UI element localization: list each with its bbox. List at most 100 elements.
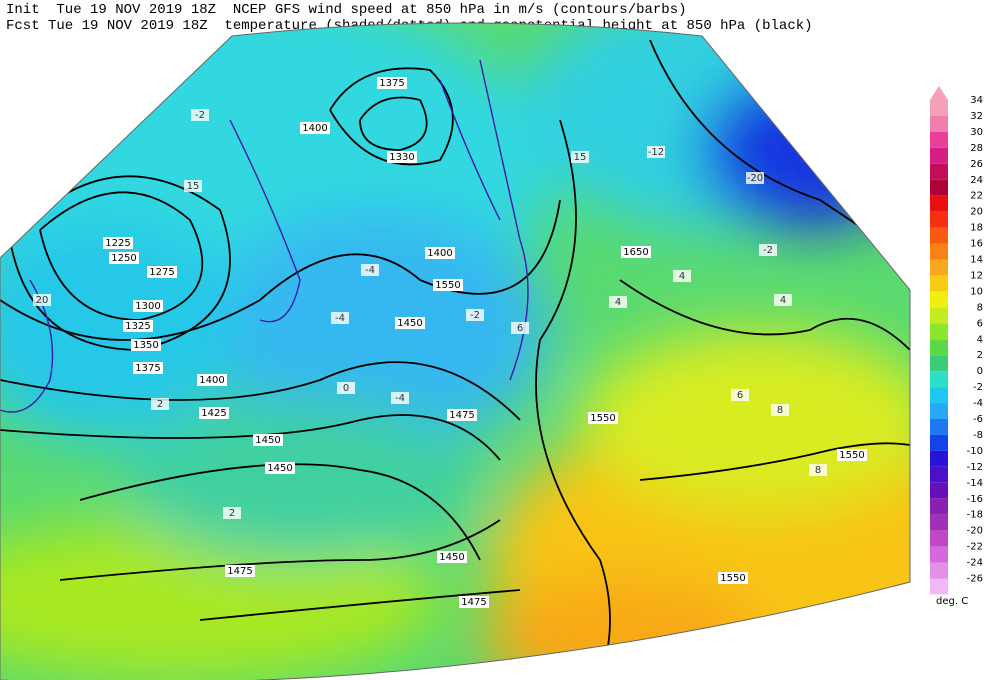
height-label: 1425 (201, 408, 226, 419)
colorbar-swatch (930, 339, 948, 356)
temp-label: 2 (229, 508, 235, 519)
height-label: 1400 (302, 123, 327, 134)
label-box (103, 237, 133, 249)
header-line: Init Tue 19 NOV 2019 18Z NCEP GFS wind s… (6, 2, 687, 18)
height-label: 1450 (267, 463, 292, 474)
label-box (433, 279, 463, 291)
label-box (746, 172, 764, 184)
colorbar-swatch (930, 450, 948, 467)
label-box (123, 320, 153, 332)
temp-label: -20 (747, 173, 763, 184)
label-box (331, 312, 349, 324)
label-box (731, 389, 749, 401)
height-label: 1325 (125, 321, 150, 332)
label-box (774, 294, 792, 306)
label-box (147, 266, 177, 278)
colorbar-swatch (930, 419, 948, 435)
label-box (621, 246, 651, 258)
colorbar-swatch (930, 466, 948, 483)
colorbar-label: 24 (970, 175, 983, 186)
label-box (511, 322, 529, 334)
label-box (199, 407, 229, 419)
temp-label: 15 (574, 152, 587, 163)
temp-label: -4 (365, 265, 375, 276)
temp-label: 8 (777, 405, 783, 416)
colorbar-label: -2 (973, 382, 983, 393)
colorbar-swatch (930, 371, 948, 388)
colorbar-label: 14 (970, 255, 983, 266)
label-box (223, 507, 241, 519)
colorbar-label: -6 (973, 414, 983, 425)
colorbar-swatch (930, 195, 948, 212)
height-label: 1475 (227, 566, 252, 577)
height-label: 1450 (255, 435, 280, 446)
colorbar-swatch (930, 498, 948, 515)
height-label: 1375 (135, 363, 160, 374)
label-box (647, 146, 665, 158)
temp-label: -4 (335, 313, 345, 324)
temp-label: 0 (343, 383, 349, 394)
height-label: 1225 (105, 238, 130, 249)
label-box (425, 247, 455, 259)
colorbar-label: 32 (970, 111, 983, 122)
temp-label: -4 (395, 393, 405, 404)
colorbar-label: 0 (977, 366, 983, 377)
height-label: 1550 (720, 573, 745, 584)
colorbar-swatch (930, 434, 948, 451)
temp-label: -12 (648, 147, 664, 158)
map-frame (0, 22, 911, 680)
height-label: 1650 (623, 247, 648, 258)
colorbar-swatch (930, 243, 948, 260)
height-label: 1475 (449, 410, 474, 421)
colorbar-unit: deg. C (936, 596, 968, 607)
colorbar-label: -18 (967, 510, 983, 521)
colorbar-label: 22 (970, 191, 983, 202)
colorbar-swatch (930, 275, 948, 292)
colorbar-label: -10 (967, 446, 983, 457)
label-box (109, 252, 139, 264)
temp-label: -2 (470, 310, 480, 321)
colorbar-swatch (930, 578, 948, 595)
label-box (197, 374, 227, 386)
label-box (395, 317, 425, 329)
label-box (837, 449, 867, 461)
colorbar-label: -14 (967, 478, 983, 489)
colorbar-label: 28 (970, 143, 983, 154)
temp-label: 20 (36, 295, 49, 306)
colorbar-swatch (930, 115, 948, 132)
temp-label: 4 (780, 295, 786, 306)
colorbar-swatch (930, 403, 948, 419)
label-box (447, 409, 477, 421)
colorbar-label: -16 (967, 494, 983, 505)
height-contours (0, 39, 910, 680)
label-box (809, 464, 827, 476)
label-box (131, 339, 161, 351)
height-label: 1550 (839, 450, 864, 461)
temp-label: -2 (763, 245, 773, 256)
colorbar-swatch (930, 307, 948, 324)
colorbar-label: -8 (973, 430, 983, 441)
temp-label: 6 (517, 323, 523, 334)
colorbar-swatch (930, 100, 948, 116)
height-label: 1400 (427, 248, 452, 259)
colorbar-label: 6 (977, 318, 983, 329)
height-label: 1450 (397, 318, 422, 329)
colorbar-label: 8 (977, 302, 983, 313)
height-label: 1550 (590, 413, 615, 424)
label-box (588, 412, 618, 424)
temp-label: 8 (815, 465, 821, 476)
colorbar-label: -12 (967, 462, 983, 473)
temp-label: 4 (615, 297, 621, 308)
temp-label: 2 (157, 399, 163, 410)
colorbar-label: 12 (970, 270, 983, 281)
colorbar-label: -26 (967, 574, 983, 585)
height-label: 1300 (135, 301, 160, 312)
colorbar-swatch (930, 355, 948, 372)
label-box (437, 551, 467, 563)
colorbar-swatch (930, 227, 948, 244)
colorbar-swatch (930, 179, 948, 196)
colorbar-swatch (930, 562, 948, 579)
temp-label: 4 (679, 271, 685, 282)
